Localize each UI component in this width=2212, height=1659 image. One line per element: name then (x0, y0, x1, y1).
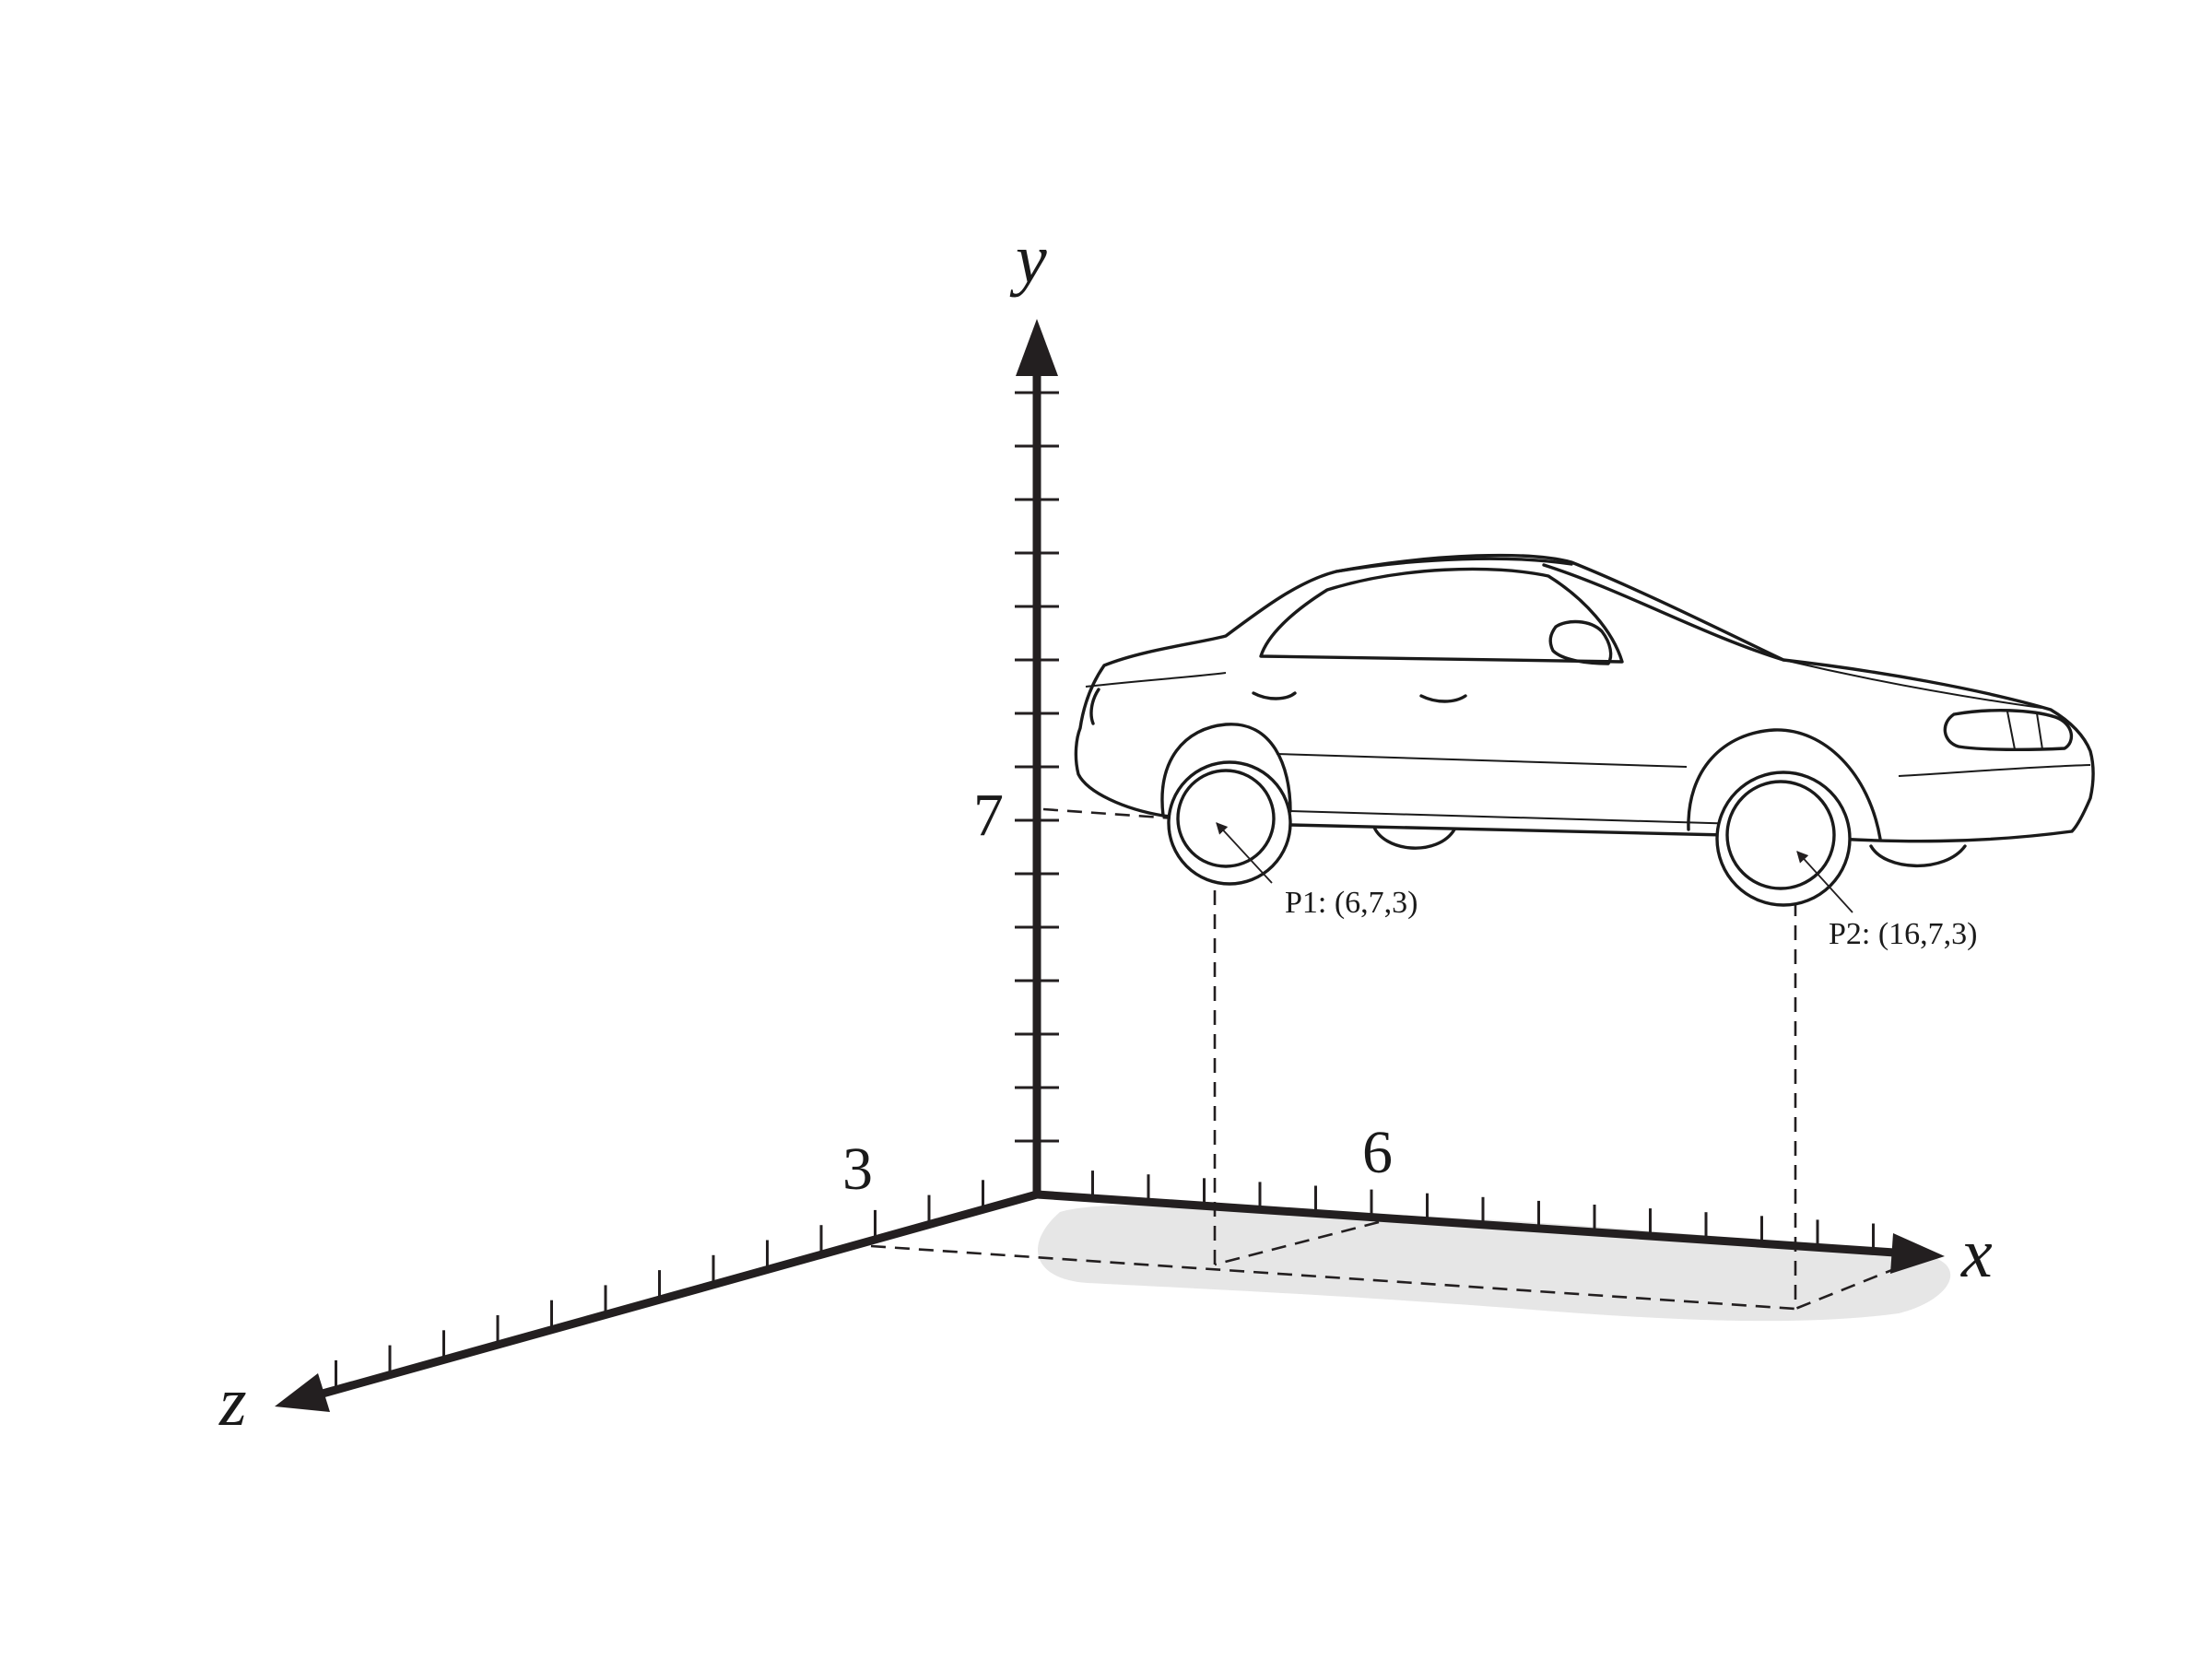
car-roof-line (1335, 557, 1573, 573)
x-axis (1036, 1190, 1909, 1258)
car-bumper-line (1898, 764, 2091, 777)
car-far-rear-wheel (1371, 823, 1456, 850)
y-axis-arrowhead (1016, 319, 1058, 376)
z-axis-arrowhead (275, 1373, 330, 1412)
car-headlight (1943, 709, 2074, 751)
p1-pointer-arrow (1216, 822, 1273, 884)
ground-shadow (1038, 1205, 1951, 1322)
car-far-front-wheel (1869, 844, 1967, 868)
z-axis (321, 1190, 1039, 1398)
point-label-p2: P2: (16,7,3) (1829, 917, 1978, 951)
dash-y7-to-p1 (1042, 807, 1216, 823)
y-tick-label-7: 7 (973, 782, 1004, 849)
dash-x6-to-p1 (1214, 1220, 1380, 1266)
p2-pointer-arrow (1796, 851, 1853, 913)
x-axis-label: x (1960, 1215, 1993, 1292)
car-headlight-divider-1 (2006, 711, 2016, 750)
projection-lines (870, 807, 1923, 1311)
car-front-wheel-arch (1687, 728, 1882, 841)
car-rear-wheel-arch (1160, 723, 1292, 818)
z-axis-label: z (218, 1363, 247, 1441)
dash-z3-to-p2 (870, 1244, 1796, 1311)
car-front-wheel-tire (1715, 771, 1852, 907)
x-axis-arrowhead (1890, 1233, 1945, 1274)
car-rear-wheel-rim (1176, 769, 1276, 868)
car-hood-line (1783, 659, 2042, 709)
car-side-crease (1276, 753, 1688, 768)
point-label-p1: P1: (6,7,3) (1285, 886, 1418, 920)
axes (275, 319, 1945, 1412)
car-windshield (1542, 563, 1785, 662)
car-headlight-divider-2 (2036, 712, 2043, 750)
car-side-mirror (1548, 619, 1613, 665)
car-door-handle-rear (1252, 691, 1297, 700)
car-beltline (1085, 672, 1227, 688)
car-window-outline (1259, 567, 1624, 664)
car-front-wheel-rim (1725, 780, 1836, 890)
car-tail-light (1089, 688, 1100, 725)
z-tick-label-3: 3 (842, 1135, 873, 1203)
car-door-handle-front (1419, 694, 1467, 703)
x-tick-label-6: 6 (1362, 1119, 1393, 1186)
car-illustration (1074, 553, 2095, 907)
y-axis-label: y (1009, 220, 1047, 298)
